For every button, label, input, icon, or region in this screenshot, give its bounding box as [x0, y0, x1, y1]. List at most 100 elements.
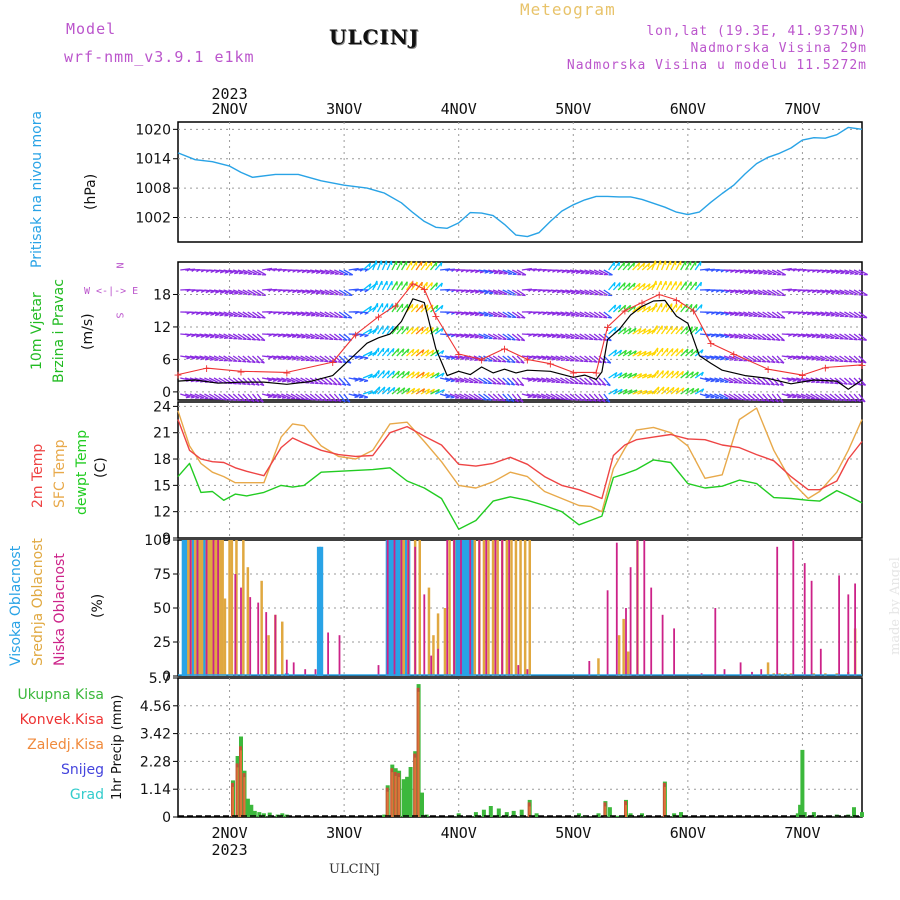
wind-arrow: [574, 289, 585, 295]
low-cloud-bar: [217, 540, 219, 676]
wind-arrow: [545, 333, 556, 338]
mid-cloud-bar: [510, 540, 513, 676]
wind-arrow-head: [830, 314, 835, 317]
wind-arrow: [603, 377, 611, 387]
wind-arrow: [641, 283, 651, 291]
wind-arrow: [487, 355, 498, 362]
wind-arrow: [199, 333, 210, 338]
wind-arrow: [396, 325, 404, 335]
total-precip-bar: [596, 813, 601, 817]
wind-arrow: [685, 261, 692, 271]
wind-arrow: [839, 333, 849, 340]
wind-arrow: [637, 389, 648, 395]
wind-arrow-head: [190, 380, 195, 383]
wind-arrow-head: [724, 381, 729, 383]
wind-arrow-head: [511, 338, 516, 341]
wind-arrow: [242, 377, 251, 386]
wind-arrow: [728, 311, 739, 316]
wind-arrow: [454, 355, 465, 360]
wind-arrow-head: [628, 262, 631, 267]
wind-arrow-head: [315, 292, 320, 295]
temp-y-tick-label: 18: [153, 452, 171, 468]
wind-arrow: [670, 325, 678, 335]
wind-arrow-head: [648, 328, 652, 333]
wind-arrow: [468, 311, 479, 316]
wind-gust-marker: +: [374, 311, 383, 324]
wind-arrow: [228, 269, 239, 274]
wind-arrow: [338, 393, 346, 403]
wind-arrow: [213, 377, 224, 384]
wind-arrow-head: [637, 262, 641, 267]
wind-arrow: [261, 267, 273, 271]
wind-arrow-head: [215, 270, 220, 274]
wind-arrow: [839, 355, 849, 363]
wind-arrow: [459, 311, 470, 315]
wind-arrow: [540, 377, 551, 383]
wind-arrow-head: [346, 399, 351, 403]
wind-arrow: [497, 377, 506, 385]
wind-arrow-head: [421, 304, 424, 309]
wind-arrow: [584, 393, 593, 402]
wind-arrow-head: [833, 398, 838, 401]
mid-cloud-bar: [528, 540, 531, 676]
wind-arrow: [617, 372, 628, 379]
wind-arrow-head: [259, 399, 264, 403]
wind-arrow: [714, 393, 724, 399]
wind-arrow: [487, 393, 497, 401]
wind-arrow-head: [763, 272, 768, 275]
wind-arrow-head: [260, 361, 265, 364]
wind-arrow-head: [445, 356, 451, 360]
wind-arrow: [285, 393, 296, 399]
wind-arrow-head: [676, 348, 679, 353]
wind-gust-marker: +: [689, 305, 698, 318]
wind-arrow-head: [787, 356, 792, 360]
wind-arrow-head: [578, 398, 583, 402]
wind-arrow-head: [301, 313, 306, 317]
wind-arrow: [406, 348, 415, 357]
wind-arrow: [324, 393, 333, 402]
wind-arrow-head: [578, 382, 584, 385]
wind-arrow: [824, 333, 835, 339]
wind-arrow: [714, 377, 725, 383]
wind-arrow: [617, 304, 627, 313]
wind-arrow-head: [338, 338, 343, 341]
wind-arrow: [420, 349, 430, 357]
wind-arrow-head: [752, 382, 757, 385]
wind-arrow-head: [229, 292, 234, 295]
wind-arrow: [699, 377, 710, 382]
low-cloud-bar: [240, 587, 242, 676]
wind-arrow: [598, 269, 609, 276]
wind-arrow: [627, 350, 637, 357]
wind-arrow-head: [469, 313, 475, 316]
wind-arrow: [305, 355, 315, 362]
wind-arrow: [199, 393, 209, 399]
wind-arrow-head: [589, 272, 594, 275]
wind-arrow-head: [774, 399, 779, 403]
wind-arrow-head: [613, 261, 616, 266]
wind-arrow: [593, 355, 603, 363]
low-cloud-bar: [274, 614, 277, 676]
wind-arrow-head: [422, 388, 426, 393]
wind-gust-marker: +: [500, 343, 509, 356]
wind-arrow: [276, 333, 287, 337]
wind-arrow: [531, 393, 542, 399]
wind-arrow-head: [214, 291, 220, 294]
wind-arrow-head: [614, 388, 618, 393]
wind-arrow: [555, 333, 566, 338]
high-cloud-bar: [397, 540, 402, 676]
total-precip-bar: [607, 807, 612, 817]
wind-arrow: [545, 355, 556, 360]
wind-arrow-head: [277, 380, 282, 383]
wind-arrow-head: [441, 372, 445, 377]
wind-arrow: [776, 333, 785, 342]
wind-arrow: [223, 289, 234, 294]
x-tick-label-top: 5NOV: [555, 100, 591, 118]
wind-arrow: [425, 327, 434, 335]
wind-arrow: [579, 377, 589, 385]
wind-arrow: [223, 269, 234, 273]
wind-arrow: [762, 289, 772, 296]
wind-arrow-head: [282, 335, 287, 338]
wind-arrow: [420, 281, 428, 291]
wind-arrow: [608, 326, 617, 335]
strat-precip-bar: [386, 791, 389, 817]
